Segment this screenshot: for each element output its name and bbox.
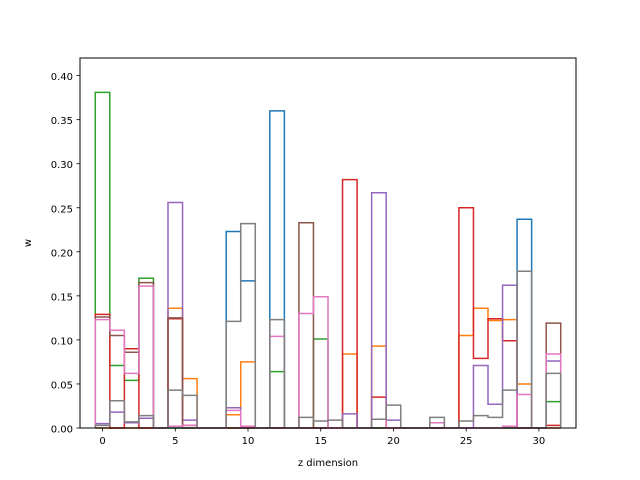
y-axis-label: w — [23, 239, 34, 247]
x-tick-label: 10 — [242, 436, 255, 447]
x-tick-label: 0 — [99, 436, 105, 447]
x-tick-label: 25 — [460, 436, 473, 447]
y-tick-label: 0.15 — [51, 292, 73, 303]
series-8-step-line — [94, 222, 562, 429]
x-tick-label: 20 — [387, 436, 400, 447]
x-tick-label: 30 — [533, 436, 546, 447]
plot-frame — [79, 57, 577, 429]
y-axis-ticks: 0.00 0.05 0.10 0.15 0.20 0.25 0.30 0.35 0.40 — [51, 72, 80, 436]
y-tick-label: 0.25 — [51, 204, 73, 215]
y-tick-label: 0.05 — [51, 380, 73, 391]
x-axis-label: z dimension — [298, 458, 358, 469]
y-tick-label: 0.10 — [51, 336, 73, 347]
y-tick-label: 0.30 — [51, 160, 73, 171]
x-tick-label: 15 — [314, 436, 327, 447]
y-tick-label: 0.00 — [51, 425, 73, 436]
y-tick-label: 0.20 — [51, 248, 73, 259]
x-tick-label: 5 — [172, 436, 178, 447]
y-tick-label: 0.40 — [51, 72, 73, 83]
y-tick-label: 0.35 — [51, 116, 73, 127]
x-axis-ticks: 0 5 10 15 20 25 30 — [99, 428, 545, 447]
